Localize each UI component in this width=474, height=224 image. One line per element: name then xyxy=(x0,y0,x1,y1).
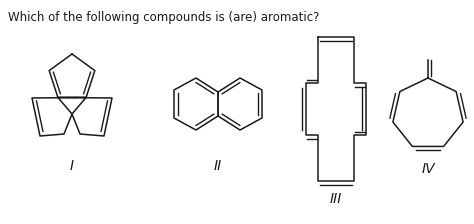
Text: I: I xyxy=(70,159,74,173)
Text: II: II xyxy=(214,159,222,173)
Text: Which of the following compounds is (are) aromatic?: Which of the following compounds is (are… xyxy=(8,11,319,24)
Text: IV: IV xyxy=(421,162,435,176)
Text: III: III xyxy=(330,192,342,206)
